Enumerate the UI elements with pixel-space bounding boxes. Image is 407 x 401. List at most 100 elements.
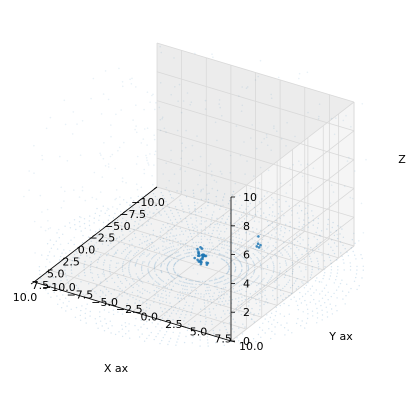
- ground-point: [153, 205, 156, 208]
- ground-point: [113, 234, 116, 236]
- ground-point: [141, 247, 143, 249]
- ground-point: [172, 257, 175, 260]
- ground-point: [164, 248, 166, 251]
- elevated-point: [289, 184, 292, 186]
- ground-point: [305, 268, 307, 271]
- ground-point: [246, 262, 248, 264]
- z-tick-label: 10: [243, 191, 257, 204]
- ground-point: [194, 293, 197, 295]
- ground-point: [298, 205, 301, 207]
- ground-point: [245, 232, 247, 234]
- elevated-point: [146, 91, 149, 93]
- ground-point: [353, 280, 356, 282]
- ground-point: [243, 258, 245, 260]
- elevated-point: [64, 123, 67, 126]
- ground-point: [336, 275, 338, 278]
- ground-point: [234, 263, 236, 266]
- elevated-point: [276, 130, 278, 132]
- ground-point: [276, 257, 279, 259]
- ground-point: [130, 197, 132, 199]
- elevated-point: [79, 154, 82, 156]
- ground-point: [231, 275, 233, 277]
- ground-point: [232, 288, 235, 290]
- ground-point: [184, 317, 186, 319]
- ground-point: [108, 214, 111, 217]
- ground-point: [330, 262, 332, 265]
- ground-point: [103, 226, 105, 228]
- ground-point: [140, 268, 143, 270]
- ground-point: [152, 193, 155, 195]
- ground-point: [190, 217, 192, 219]
- ground-point: [222, 297, 225, 299]
- ground-point: [119, 203, 121, 206]
- elevated-point: [151, 241, 153, 244]
- ground-point: [252, 227, 254, 229]
- ground-point: [332, 249, 334, 252]
- ground-point: [196, 244, 198, 247]
- ground-point: [103, 330, 106, 332]
- ground-point: [260, 229, 262, 232]
- ground-point: [275, 255, 277, 257]
- ground-point: [187, 255, 189, 258]
- ground-point: [98, 215, 101, 217]
- elevated-point: [99, 282, 102, 285]
- ground-point: [192, 254, 194, 256]
- ground-point: [260, 336, 262, 338]
- ground-point: [185, 239, 188, 241]
- ground-point: [281, 210, 283, 212]
- ground-point: [58, 237, 60, 239]
- ground-point: [184, 288, 186, 291]
- elevated-point: [66, 160, 69, 162]
- ground-point: [314, 280, 317, 282]
- ground-point: [190, 248, 192, 250]
- elevated-point: [240, 110, 243, 112]
- ground-point: [292, 268, 294, 270]
- ground-point: [298, 266, 301, 268]
- ground-point: [160, 278, 162, 281]
- ground-point: [177, 244, 179, 246]
- ground-point: [67, 282, 70, 284]
- ground-point: [99, 320, 102, 322]
- ground-point: [284, 260, 287, 262]
- ground-point: [362, 269, 364, 271]
- ground-point: [261, 198, 263, 200]
- z-axis-label: Z: [398, 153, 406, 166]
- ground-point: [121, 266, 124, 269]
- grid-line-z: [156, 42, 355, 103]
- ground-point: [219, 329, 221, 331]
- elevated-point: [161, 116, 164, 118]
- ground-point: [227, 303, 229, 305]
- ground-point: [238, 300, 240, 303]
- ground-point: [281, 254, 284, 256]
- cluster-point: [257, 235, 260, 238]
- elevated-point: [213, 179, 216, 182]
- y-tick-label: 10.0: [239, 340, 264, 353]
- ground-point: [188, 305, 190, 307]
- ground-point: [121, 230, 123, 232]
- ground-point: [274, 281, 276, 283]
- elevated-point: [343, 185, 346, 188]
- ground-point: [261, 296, 263, 298]
- elevated-point: [65, 252, 67, 254]
- elevated-point: [121, 180, 124, 183]
- ground-point: [138, 277, 140, 280]
- ground-point: [291, 242, 293, 244]
- cluster-point: [201, 257, 204, 261]
- ground-point: [121, 289, 123, 292]
- ground-point: [79, 319, 82, 321]
- ground-point: [182, 291, 184, 293]
- ground-point: [107, 327, 110, 329]
- ground-point: [229, 200, 231, 202]
- elevated-point: [236, 224, 238, 226]
- ground-point: [312, 315, 314, 317]
- ground-point: [93, 222, 95, 224]
- elevated-point: [191, 144, 194, 147]
- ground-point: [247, 270, 249, 272]
- ground-point: [342, 244, 344, 246]
- elevated-point: [45, 127, 48, 130]
- ground-point: [108, 290, 110, 293]
- ground-point: [280, 226, 282, 228]
- ground-point: [69, 250, 71, 252]
- ground-point: [38, 266, 41, 268]
- ground-point: [205, 293, 207, 295]
